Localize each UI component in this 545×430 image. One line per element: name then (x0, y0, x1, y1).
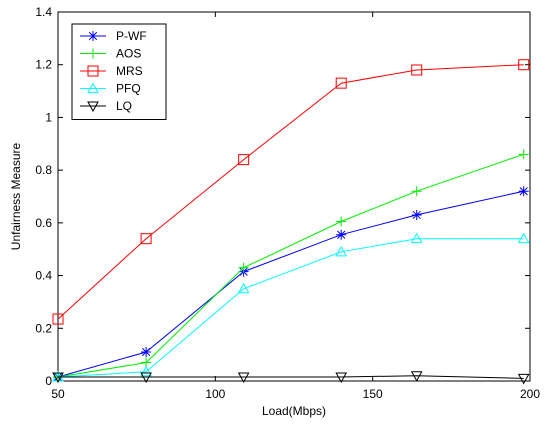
legend-marker (88, 31, 98, 41)
series-mrs (52, 59, 530, 325)
data-point (238, 154, 250, 166)
data-point (237, 282, 250, 294)
data-point (52, 372, 64, 384)
legend-label: P-WF (116, 29, 147, 43)
data-point (238, 262, 249, 273)
data-point (141, 347, 152, 358)
series-lq (52, 371, 530, 385)
series-line (57, 238, 524, 378)
data-point (518, 59, 530, 71)
series-layer (52, 59, 530, 385)
data-point (517, 373, 530, 385)
y-axis-title: Unfairness Measure (9, 142, 23, 250)
y-tick-label: 0.2 (35, 321, 52, 335)
data-point (237, 372, 250, 384)
legend: P-WF AOS MRS PFQ LQ (71, 23, 167, 120)
series-line (57, 190, 524, 378)
legend-item: PFQ (80, 82, 141, 96)
legend-label: MRS (116, 64, 143, 78)
data-point (518, 186, 529, 197)
x-tick-label: 200 (520, 387, 540, 401)
y-tick-label: 0.4 (35, 269, 52, 283)
series-line (58, 375, 524, 379)
plot-border (57, 11, 531, 382)
y-tick-label: 1 (45, 110, 52, 124)
legend-marker (87, 65, 99, 77)
series-line (57, 153, 524, 378)
y-tick-label: 0.6 (35, 216, 52, 230)
y-tick-label: 1.4 (35, 5, 52, 19)
legend-item: MRS (80, 64, 143, 78)
legend-item: AOS (80, 47, 141, 61)
series-line (57, 64, 524, 320)
y-tick-label: 0.8 (35, 163, 52, 177)
data-point (140, 365, 152, 377)
legend-marker (88, 48, 98, 59)
y-tick-label: 0 (45, 374, 52, 388)
data-point (411, 64, 423, 76)
x-axis-ticks: 50 100 150 200 (51, 12, 540, 401)
data-point (336, 216, 347, 227)
legend-label: LQ (116, 99, 132, 113)
y-axis-ticks: 0 0.2 0.4 0.6 0.8 1 1.2 1.4 (35, 5, 530, 388)
data-point (140, 372, 152, 384)
data-point (411, 209, 422, 220)
data-point (335, 77, 347, 89)
data-point (410, 232, 423, 244)
legend-marker (87, 101, 99, 113)
legend-label: AOS (116, 47, 141, 61)
legend-label: PFQ (116, 82, 141, 96)
data-point (336, 229, 347, 240)
data-point (518, 149, 529, 160)
x-tick-label: 150 (363, 387, 383, 401)
x-tick-label: 50 (51, 387, 65, 401)
data-point (335, 372, 348, 384)
data-point (517, 232, 530, 244)
data-point (140, 233, 152, 245)
data-point (52, 313, 64, 325)
x-tick-label: 100 (205, 387, 225, 401)
data-point (335, 245, 348, 257)
data-point (410, 371, 423, 382)
data-point (411, 186, 422, 197)
legend-marker (87, 82, 99, 93)
y-tick-label: 1.2 (35, 58, 52, 72)
x-axis-title: Load(Mbps) (262, 404, 326, 418)
legend-item: P-WF (80, 29, 147, 43)
legend-item: LQ (80, 99, 132, 113)
